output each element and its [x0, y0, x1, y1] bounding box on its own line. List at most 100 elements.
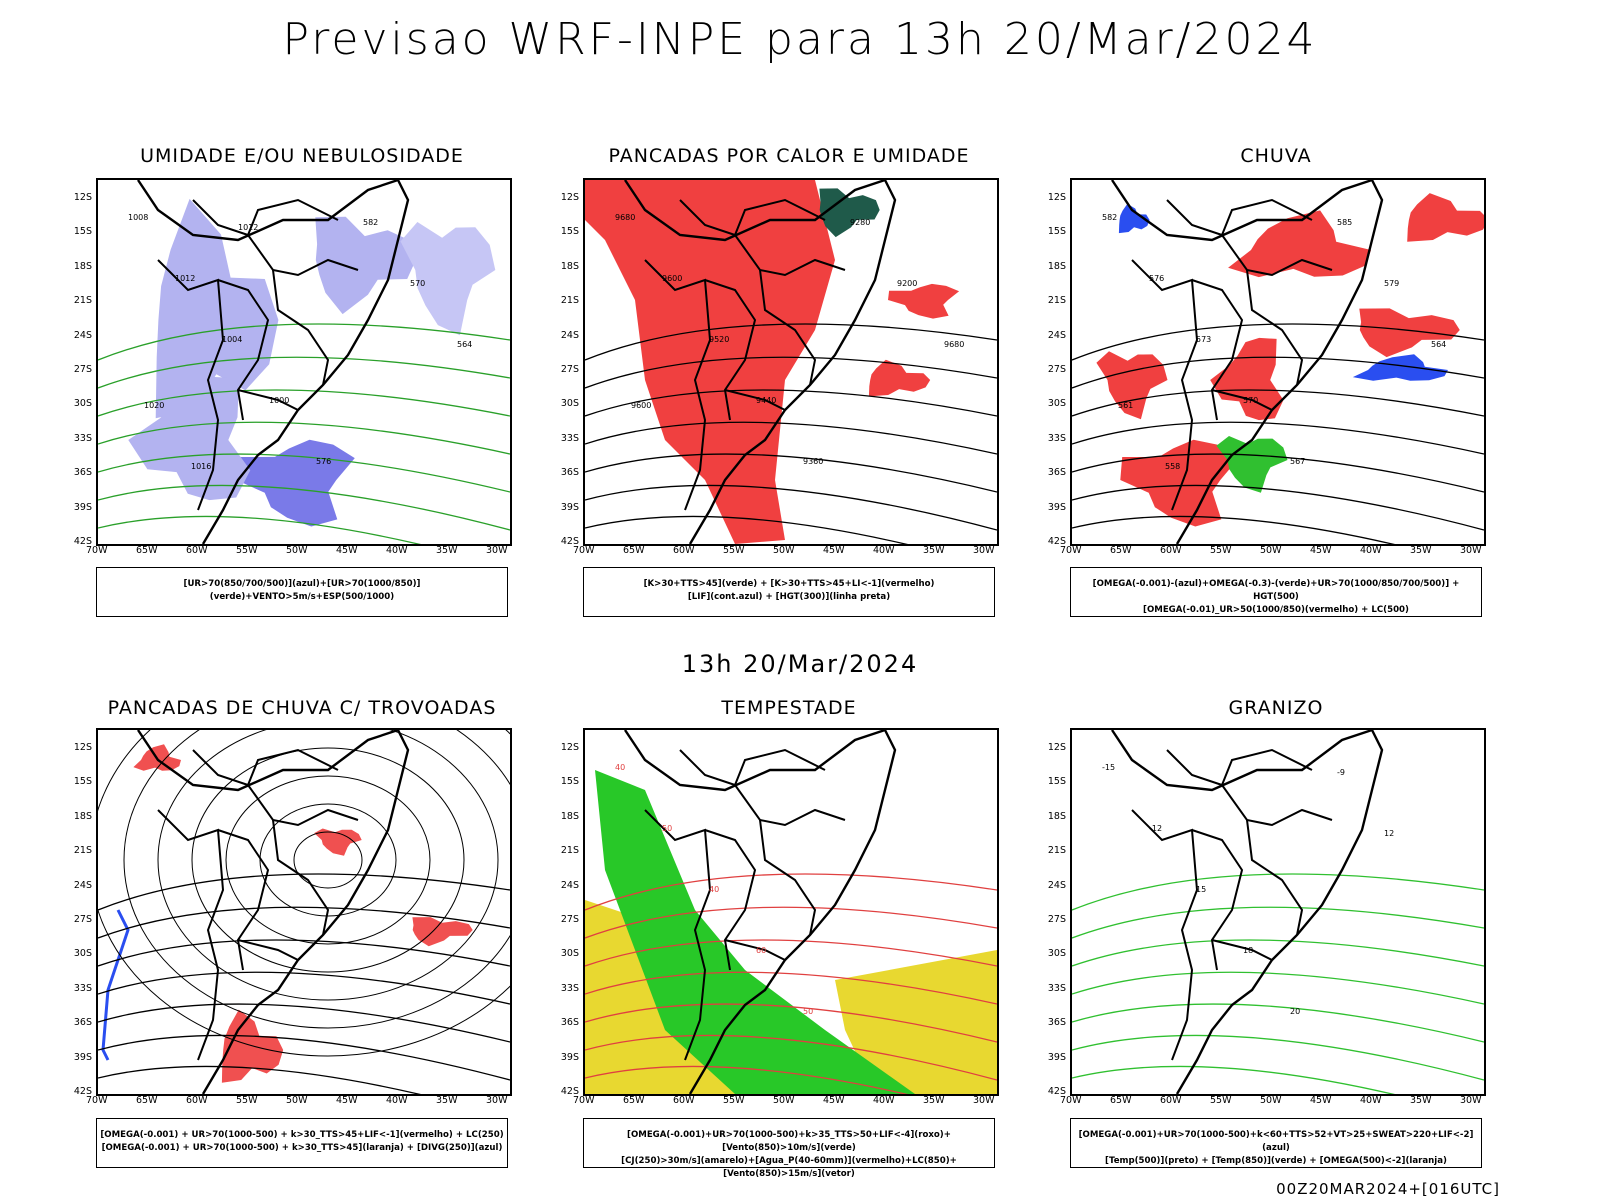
contour-line [1072, 515, 1395, 544]
legend-granizo: [OMEGA(-0.001)+UR>70(1000-500)+k<60+TTS>… [1070, 1118, 1482, 1168]
rain-area-green [1216, 436, 1288, 493]
map-tempestade: 40 50 40 60 50 [583, 728, 999, 1096]
contour-label: 564 [457, 340, 472, 349]
legend-tempestade: [OMEGA(-0.001)+UR>70(1000-500)+k>35_TTS>… [583, 1118, 995, 1179]
forecast-date-label: 13h 20/Mar/2024 [681, 650, 919, 678]
instability-area [868, 359, 931, 397]
contour-line [585, 515, 908, 544]
divergence-contour [101, 909, 130, 1061]
contour-line [98, 323, 510, 361]
longitude-axis: 70W 65W 60W 55W 50W 45W 40W 35W 30W [1060, 545, 1482, 559]
latitude-tick-label: 42S [1047, 1086, 1066, 1097]
contour-line [1072, 484, 1484, 531]
contour-label: 50 [803, 1007, 813, 1016]
latitude-tick-label: 33S [560, 432, 579, 444]
latitude-tick-label: 15S [1047, 226, 1066, 238]
contour-label: 9680 [615, 213, 635, 222]
longitude-tick-label: 60W [673, 545, 695, 556]
latitude-tick-label: 21S [560, 295, 579, 307]
longitude-tick-label: 35W [1410, 1095, 1432, 1106]
country-border [1221, 198, 1313, 236]
latitude-tick-label: 27S [1047, 364, 1066, 375]
country-border [1211, 389, 1273, 411]
latitude-tick-label: 42S [1047, 536, 1066, 547]
latitude-tick-label: 42S [73, 1086, 92, 1097]
model-run-footer: 00Z20MAR2024+[016UTC] [1276, 1180, 1500, 1198]
panel-title-granizo: GRANIZO [1228, 697, 1324, 719]
latitude-tick-label: 21S [560, 845, 579, 857]
coastline [1111, 730, 1384, 1094]
latitude-tick-label: 33S [1047, 982, 1066, 994]
latitude-axis: 12S 15S 18S 21S 24S 27S 30S 33S 36S 39S 42S [1040, 728, 1066, 1097]
longitude-tick-label: 45W [823, 1095, 845, 1106]
longitude-tick-label: 45W [336, 1095, 358, 1106]
map-pancadas-calor: 9680 9600 9520 9440 9360 9280 9200 9680 9600 [583, 178, 999, 546]
longitude-tick-label: 40W [1360, 545, 1382, 556]
contour-line [98, 515, 421, 544]
legend-line: [OMEGA(-0.001)-(azul)+OMEGA(-0.3)-(verde… [1092, 579, 1460, 602]
longitude-tick-label: 30W [486, 545, 508, 556]
contour-line [98, 356, 510, 389]
contour-line [585, 421, 997, 455]
contour-label: 9440 [756, 396, 776, 405]
contour-label: 15 [1196, 885, 1206, 894]
longitude-tick-label: 60W [186, 545, 208, 556]
latitude-tick-label: 24S [560, 329, 579, 341]
country-border [704, 279, 757, 421]
country-border [247, 748, 339, 786]
panel-title-pancadas-calor: PANCADAS POR CALOR E UMIDADE [608, 145, 970, 167]
page-title: Previsao WRF-INPE para 13h 20/Mar/2024 [282, 14, 1318, 65]
latitude-tick-label: 36S [73, 467, 92, 479]
country-border [1221, 748, 1313, 786]
streamline [225, 775, 431, 945]
latitude-tick-label: 12S [73, 742, 92, 753]
streamline [123, 730, 510, 1029]
longitude-tick-label: 65W [623, 1095, 645, 1106]
humidity-area [236, 439, 355, 527]
contour-line [98, 873, 510, 911]
latitude-tick-label: 36S [1047, 467, 1066, 479]
longitude-axis: 70W 65W 60W 55W 50W 45W 40W 35W 30W [86, 545, 508, 559]
contour-label: -9 [1337, 768, 1345, 777]
longitude-tick-label: 30W [973, 545, 995, 556]
contour-label: 18 [1243, 946, 1253, 955]
latitude-tick-label: 21S [1047, 295, 1066, 307]
longitude-tick-label: 50W [773, 545, 795, 556]
latitude-tick-label: 27S [73, 914, 92, 925]
longitude-tick-label: 40W [873, 545, 895, 556]
rain-area-blue [1118, 203, 1150, 234]
rain-area [1120, 439, 1239, 527]
latitude-tick-label: 15S [73, 226, 92, 238]
longitude-tick-label: 55W [1210, 545, 1232, 556]
country-border [1191, 829, 1244, 971]
longitude-axis: 70W 65W 60W 55W 50W 45W 40W 35W 30W [573, 545, 995, 559]
longitude-tick-label: 65W [136, 1095, 158, 1106]
latitude-tick-label: 21S [73, 845, 92, 857]
rain-area [1407, 193, 1484, 242]
legend-line: [LIF](cont.azul) + [HGT(300)](linha pret… [687, 592, 891, 602]
contour-label: 567 [1290, 457, 1305, 466]
contour-label: -15 [1102, 763, 1115, 772]
country-border [217, 829, 270, 971]
panel-title-trovoadas: PANCADAS DE CHUVA C/ TROVOADAS [107, 697, 497, 719]
longitude-tick-label: 55W [236, 1095, 258, 1106]
longitude-tick-label: 70W [1060, 1095, 1082, 1106]
latitude-tick-label: 18S [560, 810, 579, 822]
contour-line [585, 453, 997, 493]
latitude-tick-label: 27S [560, 914, 579, 925]
latitude-tick-label: 39S [73, 501, 92, 513]
country-border [157, 259, 225, 511]
humidity-area [155, 198, 279, 419]
longitude-tick-label: 70W [1060, 545, 1082, 556]
latitude-tick-label: 24S [1047, 329, 1066, 341]
longitude-tick-label: 30W [1460, 545, 1482, 556]
country-border [1211, 939, 1273, 961]
latitude-tick-label: 15S [1047, 776, 1066, 788]
latitude-axis: 12S 15S 18S 21S 24S 27S 30S 33S 36S 39S 42S [553, 178, 579, 547]
contour-line [98, 389, 510, 417]
latitude-tick-label: 15S [73, 776, 92, 788]
longitude-tick-label: 70W [573, 1095, 595, 1106]
legend-line: [OMEGA(-0.001) + UR>70(1000-500) + k>30_… [100, 1130, 504, 1140]
latitude-tick-label: 39S [560, 1051, 579, 1063]
contour-label: 1004 [222, 335, 242, 344]
